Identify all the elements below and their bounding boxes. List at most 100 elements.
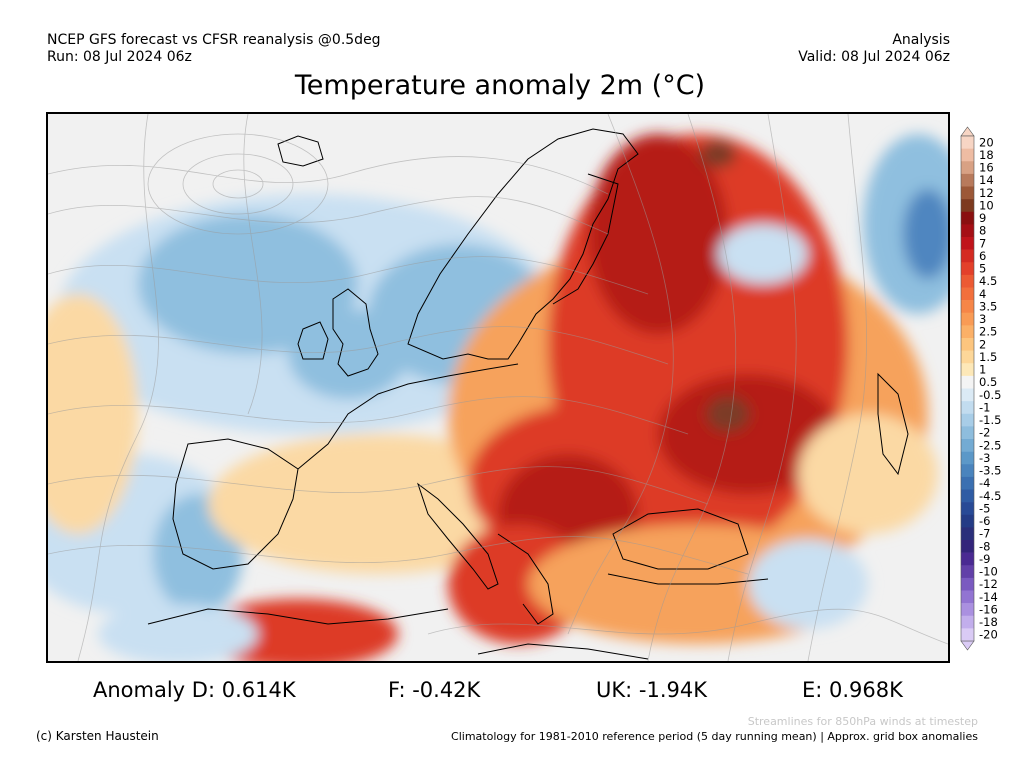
colorbar-label: -18 — [979, 615, 998, 629]
colorbar-swatch — [961, 464, 974, 478]
colorbar-swatch — [961, 287, 974, 301]
colorbar-swatch — [961, 401, 974, 415]
colorbar-label: 5 — [979, 262, 986, 276]
colorbar-swatch — [961, 565, 974, 579]
stat-f: F: -0.42K — [388, 678, 481, 702]
colorbar-label: -9 — [979, 552, 990, 566]
colorbar-label: 6 — [979, 249, 986, 263]
colorbar-swatch — [961, 615, 974, 629]
colorbar-swatch — [961, 262, 974, 276]
colorbar-swatch — [961, 300, 974, 314]
colorbar-swatch — [961, 136, 974, 149]
stat-uk: UK: -1.94K — [596, 678, 707, 702]
colorbar-label: -2.5 — [979, 438, 1001, 452]
colorbar-label: -6 — [979, 514, 990, 528]
colorbar-swatch — [961, 577, 974, 591]
colorbar-label: 12 — [979, 186, 994, 200]
colorbar-label: -3 — [979, 451, 990, 465]
colorbar-label: 3.5 — [979, 299, 997, 313]
colorbar-arrow-top — [960, 126, 975, 137]
colorbar-label: -2 — [979, 426, 990, 440]
colorbar-swatch — [961, 628, 974, 642]
colorbar-label: -4.5 — [979, 489, 1001, 503]
colorbar-swatch — [961, 552, 974, 566]
colorbar-swatch — [961, 161, 974, 175]
colorbar-swatch — [961, 603, 974, 617]
colorbar-label: 3 — [979, 312, 986, 326]
colorbar-label: 8 — [979, 224, 986, 238]
colorbar-label: -10 — [979, 565, 998, 579]
colorbar-label: -0.5 — [979, 388, 1001, 402]
colorbar-label: -12 — [979, 577, 998, 591]
colorbar-swatch — [961, 439, 974, 452]
analysis-label: Analysis — [892, 32, 950, 48]
colorbar-swatch — [961, 249, 974, 263]
anomaly-map — [46, 112, 950, 663]
colorbar-swatch — [961, 312, 974, 326]
colorbar-label: 10 — [979, 198, 994, 212]
colorbar-swatch — [961, 476, 974, 490]
colorbar-swatch — [961, 540, 974, 553]
colorbar-swatch — [961, 350, 974, 364]
colorbar-label: -3.5 — [979, 464, 1001, 478]
colorbar-label: 4 — [979, 287, 986, 301]
streamlines-note: Streamlines for 850hPa winds at timestep — [747, 715, 978, 728]
valid-time: Valid: 08 Jul 2024 06z — [798, 49, 950, 65]
colorbar-swatch — [961, 237, 974, 250]
colorbar-label: 20 — [979, 135, 994, 149]
colorbar-swatch — [961, 590, 974, 604]
colorbar-frame — [960, 135, 975, 642]
valid-info: Analysis Valid: 08 Jul 2024 06z — [798, 32, 950, 66]
run-info: NCEP GFS forecast vs CFSR reanalysis @0.… — [47, 32, 381, 66]
stat-e: E: 0.968K — [802, 678, 903, 702]
colorbar-swatch — [961, 148, 974, 162]
model-description: NCEP GFS forecast vs CFSR reanalysis @0.… — [47, 32, 381, 48]
colorbar-label: 9 — [979, 211, 986, 225]
stat-anomaly-d: Anomaly D: 0.614K — [93, 678, 296, 702]
colorbar-label: 4.5 — [979, 274, 997, 288]
colorbar-swatch — [961, 224, 974, 238]
map-title: Temperature anomaly 2m (°C) — [294, 70, 706, 101]
colorbar-label: 2.5 — [979, 325, 997, 339]
colorbar-label: -1.5 — [979, 413, 1001, 427]
colorbar-label: -5 — [979, 501, 990, 515]
run-time: Run: 08 Jul 2024 06z — [47, 49, 192, 65]
colorbar-swatch — [961, 489, 974, 503]
colorbar: 20 18 16 14 12 10 9 8 7 6 5 4.5 4 3.5 3 2.5 2 1.5 1 0.5 -0.5… — [957, 126, 1023, 651]
colorbar-swatch — [961, 363, 974, 377]
colorbar-swatch — [961, 173, 974, 187]
colorbar-swatch — [961, 388, 974, 402]
colorbar-swatch — [961, 413, 974, 427]
colorbar-label: 16 — [979, 161, 994, 175]
colorbar-swatch — [961, 502, 974, 516]
colorbar-swatch — [961, 274, 974, 288]
colorbar-label: -20 — [979, 628, 998, 642]
colorbar-label: 2 — [979, 337, 986, 351]
colorbar-swatch — [961, 375, 974, 389]
colorbar-label: -4 — [979, 476, 990, 490]
colorbar-label: 14 — [979, 173, 994, 187]
copyright: (c) Karsten Haustein — [36, 729, 159, 743]
colorbar-arrow-bottom — [960, 640, 975, 651]
colorbar-swatch — [961, 426, 974, 440]
anomaly-field — [48, 134, 948, 661]
colorbar-label: -1 — [979, 400, 990, 414]
colorbar-label: -14 — [979, 590, 998, 604]
colorbar-label: 7 — [979, 236, 986, 250]
streamlines — [48, 114, 948, 661]
colorbar-swatch — [961, 186, 974, 200]
colorbar-swatch — [961, 211, 974, 225]
colorbar-swatch — [961, 199, 974, 213]
colorbar-label: 0.5 — [979, 375, 997, 389]
colorbar-label: -8 — [979, 539, 990, 553]
climatology-note: Climatology for 1981-2010 reference peri… — [451, 730, 978, 743]
colorbar-label: 1.5 — [979, 350, 997, 364]
colorbar-label: -16 — [979, 602, 998, 616]
colorbar-swatch — [961, 338, 974, 351]
colorbar-swatch — [961, 527, 974, 541]
colorbar-label: 18 — [979, 148, 994, 162]
coastlines — [147, 128, 909, 660]
colorbar-label: -7 — [979, 527, 990, 541]
colorbar-swatch — [961, 451, 974, 465]
colorbar-label: 1 — [979, 363, 986, 377]
